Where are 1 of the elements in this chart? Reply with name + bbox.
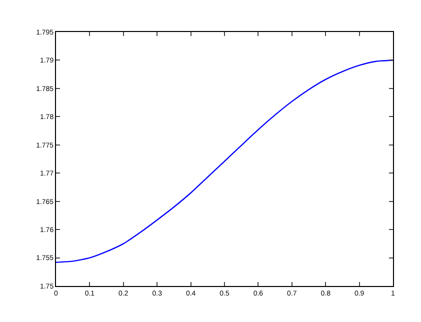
line-series [56, 60, 393, 263]
